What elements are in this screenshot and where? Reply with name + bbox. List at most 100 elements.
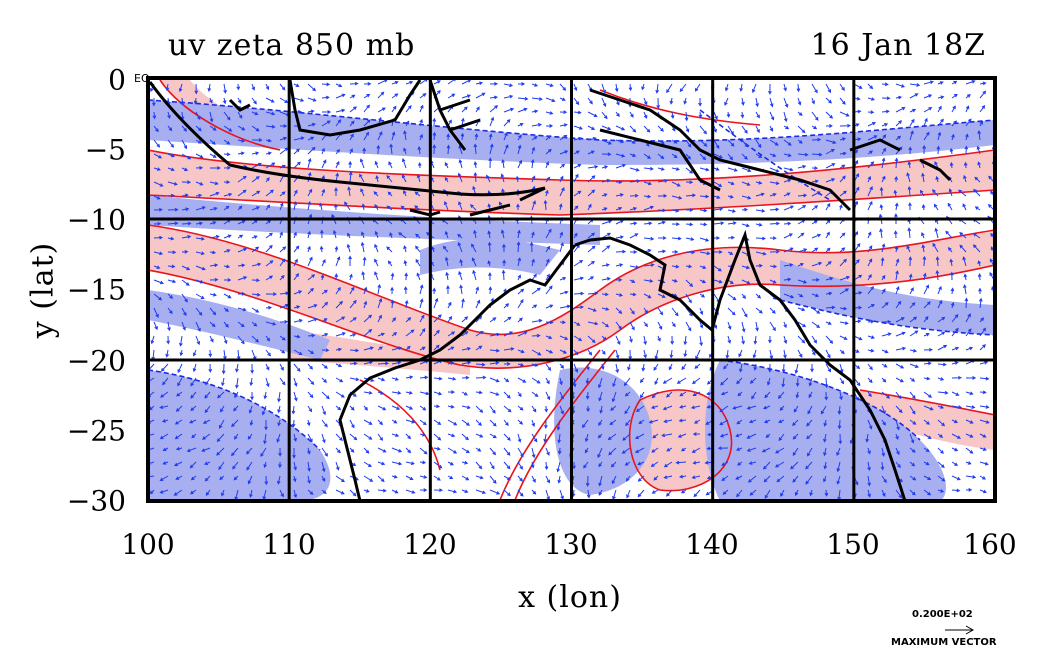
wind-vector: [209, 207, 218, 211]
y-tick-label: −5: [84, 133, 126, 167]
wind-vector: [671, 236, 682, 241]
wind-vector: [251, 151, 260, 156]
wind-vector: [559, 110, 568, 115]
wind-vector: [237, 291, 246, 296]
wind-vector: [735, 447, 743, 451]
wind-vector: [472, 269, 477, 281]
wind-vector: [531, 475, 536, 483]
wind-vector: [937, 131, 942, 141]
wind-vector: [517, 123, 524, 127]
wind-vector: [895, 489, 903, 499]
wind-vector: [881, 175, 886, 183]
wind-vector: [806, 419, 813, 427]
wind-vector: [587, 150, 595, 155]
wind-vector: [671, 153, 678, 159]
wind-vector: [447, 315, 453, 323]
wind-vector: [972, 233, 981, 239]
wind-vector: [690, 405, 701, 410]
wind-vector: [545, 124, 554, 128]
wind-vector: [475, 345, 483, 351]
wind-vector: [447, 447, 458, 454]
wind-vector: [979, 361, 989, 365]
wind-vector: [797, 349, 803, 358]
wind-vector: [807, 405, 813, 415]
wind-vector: [965, 419, 974, 424]
wind-vector: [346, 243, 351, 253]
wind-vector: [166, 335, 171, 345]
wind-vector: [153, 221, 162, 226]
wind-vector: [867, 245, 873, 253]
wind-vector: [531, 447, 536, 459]
wind-vector: [651, 489, 659, 494]
wind-vector: [601, 292, 609, 297]
wind-vector: [232, 461, 239, 470]
wind-vector: [923, 391, 933, 398]
wind-vector: [781, 377, 786, 388]
wind-vector: [250, 391, 254, 401]
wind-vector: [209, 153, 217, 158]
wind-vector: [487, 241, 492, 253]
wind-vector: [584, 433, 589, 443]
wind-vector: [487, 260, 491, 267]
wind-vector: [699, 335, 703, 347]
wind-vector: [251, 292, 261, 297]
wind-vector: [608, 447, 617, 456]
negative-contour-line: [779, 299, 995, 336]
wind-vector: [783, 335, 788, 345]
wind-vector: [626, 489, 631, 499]
wind-vector: [517, 331, 528, 337]
wind-vector: [977, 260, 982, 267]
wind-vector: [265, 292, 277, 296]
wind-vector: [732, 405, 743, 410]
wind-vector: [685, 321, 692, 332]
wind-vector: [881, 475, 887, 484]
wind-vector: [601, 165, 609, 169]
wind-vector: [503, 377, 510, 383]
wind-vector: [433, 376, 443, 381]
wind-vector: [741, 307, 748, 318]
wind-vector: [461, 375, 470, 380]
wind-vector: [195, 321, 201, 332]
wind-vector: [349, 94, 356, 99]
wind-vector: [473, 229, 477, 239]
wind-vector: [335, 391, 345, 398]
wind-vector: [432, 131, 437, 141]
wind-vector: [473, 161, 478, 169]
y-tick-label: 0: [108, 63, 126, 97]
wind-vector: [727, 307, 736, 316]
wind-vector: [965, 461, 972, 465]
wind-vector: [195, 111, 201, 121]
wind-vector: [207, 83, 212, 93]
wind-vector: [867, 461, 871, 472]
wind-vector: [237, 276, 248, 281]
wind-vector: [405, 447, 412, 454]
wind-vector: [587, 203, 592, 211]
wind-vector: [249, 377, 254, 387]
wind-vector: [573, 150, 580, 155]
wind-vector: [321, 433, 326, 444]
wind-vector: [348, 160, 353, 169]
wind-vector: [973, 188, 981, 197]
wind-vector: [209, 191, 220, 197]
wind-vector: [363, 328, 373, 337]
wind-vector: [643, 181, 652, 186]
wind-vector: [419, 118, 423, 127]
wind-vector: [471, 257, 477, 267]
wind-vector: [292, 448, 296, 459]
wind-vector: [643, 263, 655, 267]
wind-vector: [223, 335, 228, 345]
wind-vector: [251, 83, 256, 91]
wind-vector: [377, 377, 386, 382]
wind-vector: [237, 125, 246, 131]
wind-vector: [419, 133, 423, 141]
wind-vector: [839, 175, 846, 183]
wind-vector: [223, 205, 230, 211]
wind-vector: [245, 447, 253, 455]
wind-vector: [762, 405, 771, 410]
wind-vector: [978, 287, 982, 294]
wind-vector: [167, 125, 173, 132]
wind-vector: [764, 391, 771, 399]
wind-vector: [609, 419, 617, 426]
wind-vector: [419, 447, 428, 455]
wind-vector: [307, 157, 312, 169]
